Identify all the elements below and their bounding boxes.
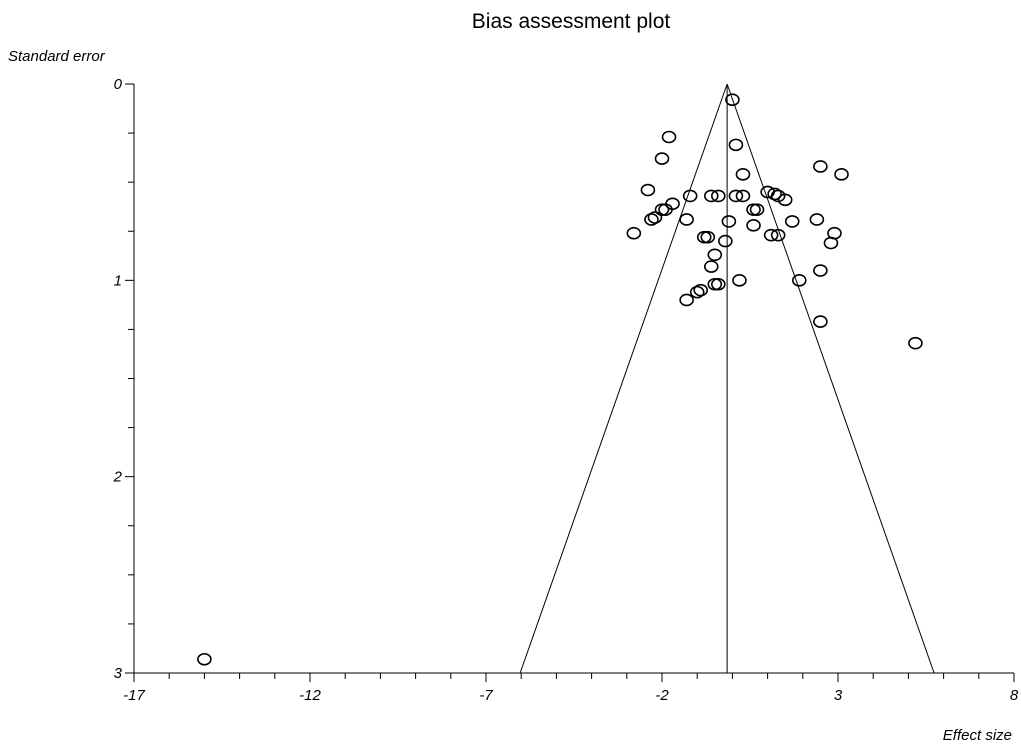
data-point xyxy=(813,315,828,328)
data-point xyxy=(735,168,751,181)
x-tick-label: -17 xyxy=(123,687,145,704)
data-point xyxy=(718,234,733,248)
data-point xyxy=(644,213,659,226)
data-point xyxy=(679,293,694,307)
funnel-right-line xyxy=(726,83,935,674)
x-tick-label: -2 xyxy=(655,687,669,704)
data-point xyxy=(749,203,765,216)
y-tick-label: 3 xyxy=(114,665,123,682)
x-tick-label: -12 xyxy=(299,687,321,704)
data-point xyxy=(661,130,677,144)
data-point xyxy=(834,168,849,181)
data-point xyxy=(732,274,747,287)
data-point xyxy=(809,213,825,226)
data-point xyxy=(725,93,740,107)
data-point xyxy=(682,189,698,203)
data-point xyxy=(197,652,212,666)
data-point xyxy=(654,203,670,216)
data-points xyxy=(197,93,923,666)
y-tick-label: 2 xyxy=(113,469,123,486)
data-point xyxy=(689,285,705,299)
data-point xyxy=(728,138,744,152)
funnel-lines xyxy=(519,83,935,674)
data-point xyxy=(746,219,761,232)
data-point xyxy=(763,228,779,242)
data-point xyxy=(703,260,719,273)
axes: -17 -12 -7 -2 3 8 0 1 2 3 xyxy=(113,76,1019,704)
data-point xyxy=(640,183,656,197)
data-point xyxy=(791,274,807,287)
y-tick-label: 1 xyxy=(114,272,122,289)
x-axis-label: Effect size xyxy=(943,727,1012,744)
data-point xyxy=(711,189,726,203)
data-point xyxy=(770,228,786,242)
funnel-left-line xyxy=(519,83,728,674)
data-point xyxy=(679,213,694,226)
data-point xyxy=(654,152,670,165)
chart-title: Bias assessment plot xyxy=(472,10,671,33)
data-point xyxy=(813,264,828,277)
data-point xyxy=(777,193,793,207)
y-tick-label: 0 xyxy=(114,76,123,93)
data-point xyxy=(823,236,839,250)
data-point xyxy=(784,215,800,228)
x-tick-label: -7 xyxy=(479,687,493,704)
data-point xyxy=(693,283,709,297)
y-axis-label: Standard error xyxy=(8,48,106,65)
data-point xyxy=(696,230,712,244)
data-point xyxy=(647,211,663,224)
data-point xyxy=(703,189,719,203)
data-point xyxy=(728,189,744,203)
x-tick-label: 8 xyxy=(1010,687,1019,704)
x-tick-label: 3 xyxy=(834,687,843,704)
data-point xyxy=(711,277,726,291)
data-point xyxy=(767,187,782,201)
data-point xyxy=(707,248,723,262)
data-point xyxy=(908,336,923,350)
data-point xyxy=(735,189,751,203)
data-point xyxy=(626,226,642,240)
data-point xyxy=(813,160,828,173)
data-point xyxy=(721,215,737,228)
